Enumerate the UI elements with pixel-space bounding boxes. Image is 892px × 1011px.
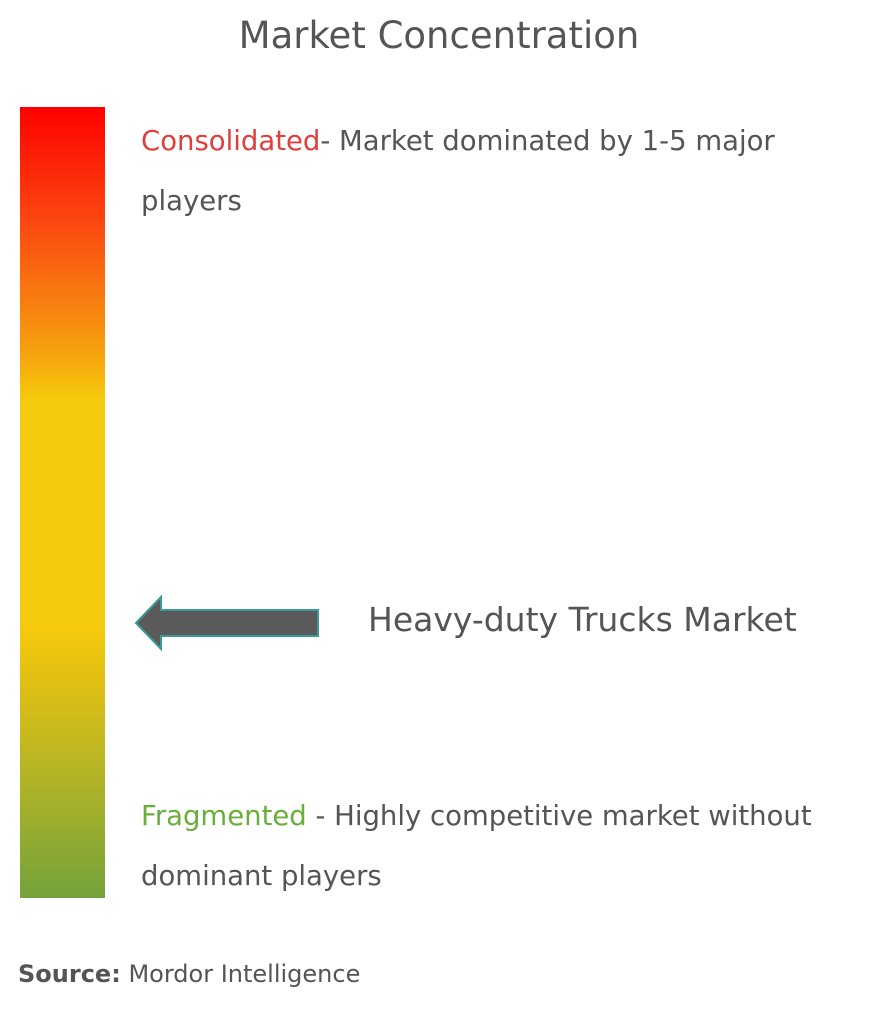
concentration-gradient-bar xyxy=(20,107,105,898)
fragmented-text: - Highly competitive market without domi… xyxy=(141,800,812,892)
consolidated-description: Consolidated- Market dominated by 1-5 ma… xyxy=(141,111,861,231)
source-line: Source: Mordor Intelligence xyxy=(18,960,360,988)
market-label: Heavy-duty Trucks Market xyxy=(368,600,797,639)
fragmented-description: Fragmented - Highly competitive market w… xyxy=(141,786,881,906)
consolidated-text: - Market dominated by 1-5 major players xyxy=(141,125,775,217)
source-label: Source: xyxy=(18,960,121,988)
left-arrow-icon xyxy=(134,594,319,652)
fragmented-label: Fragmented xyxy=(141,800,307,832)
source-value: Mordor Intelligence xyxy=(128,960,361,988)
consolidated-label: Consolidated xyxy=(141,125,321,157)
chart-title: Market Concentration xyxy=(238,14,640,57)
